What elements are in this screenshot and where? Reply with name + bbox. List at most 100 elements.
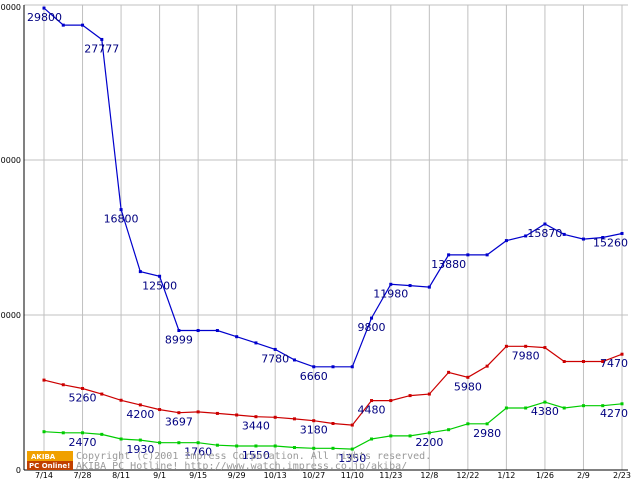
series-0-point (254, 341, 258, 345)
series-0-data-label: 12500 (142, 279, 177, 292)
series-1-data-label: 4200 (126, 408, 154, 421)
series-2-point (331, 446, 335, 450)
series-0-data-label: 15260 (593, 236, 628, 249)
series-2-point (273, 444, 277, 448)
series-0-point (312, 365, 316, 369)
series-2-point (158, 441, 162, 445)
y-tick-label: 20000 (0, 156, 21, 165)
series-0-point (138, 270, 142, 274)
x-tick-label: 2/23 (613, 471, 631, 480)
series-2-data-label: 1760 (184, 446, 212, 459)
akiba-badge-bottom (27, 461, 73, 470)
series-1-point (81, 386, 85, 390)
series-1-point (177, 411, 181, 415)
series-0-point (427, 285, 431, 289)
series-0-point (177, 329, 181, 333)
series-2-point (466, 422, 470, 426)
series-0-data-label: 7780 (261, 352, 289, 365)
series-1-point (504, 344, 508, 348)
series-2-point (81, 431, 85, 435)
series-2-point (562, 406, 566, 410)
series-2-data-label: 1550 (242, 449, 270, 462)
series-2-point (196, 441, 200, 445)
series-1-data-label: 3180 (300, 424, 328, 437)
series-1-point (370, 399, 374, 403)
series-1-point (562, 360, 566, 363)
series-1-point (196, 410, 200, 414)
series-2-point (100, 432, 104, 436)
series-0-point (42, 6, 46, 10)
series-1-data-label: 3697 (165, 416, 193, 429)
x-tick-label: 12/22 (456, 471, 479, 480)
series-0-point (601, 236, 605, 239)
series-0-point (370, 316, 374, 320)
series-2-point (524, 406, 528, 410)
series-2-point (119, 437, 123, 441)
series-2-data-label: 1930 (126, 443, 154, 456)
series-2-point (292, 446, 296, 450)
series-2-point (620, 402, 624, 406)
data-labels: 29800 27777 16800 12500 8999 7780 6660 9800 1198… (27, 11, 628, 465)
series-1-point (524, 344, 528, 348)
series-1-point (61, 383, 65, 387)
series-0-point (524, 234, 528, 238)
akiba-badge-line1: AKIBA (31, 453, 56, 461)
series-1-point (235, 413, 239, 417)
series-2-point (235, 444, 239, 448)
x-tick-label: 9/29 (228, 471, 246, 480)
series-2-data-label: 4380 (531, 405, 559, 418)
copyright-footer: AKIBA PC Online! Copyright (c)2001 Impre… (27, 451, 431, 472)
x-tick-label: 1/26 (536, 471, 554, 480)
series-1-data-label: 5260 (69, 391, 97, 404)
series-0-point (562, 232, 566, 236)
x-tick-label: 2/9 (577, 471, 590, 480)
series-0-point (331, 365, 335, 369)
copyright-text: Copyright (c)2001 Impress Corporation. A… (76, 451, 431, 462)
series-0-point (215, 329, 219, 333)
series-1-point (408, 394, 412, 398)
series-1-point (601, 360, 605, 363)
series-1-point (119, 398, 123, 402)
series-1-point (215, 411, 219, 415)
series-1-point (273, 415, 277, 419)
series-0-point (350, 365, 354, 369)
series-0-point (466, 253, 470, 257)
series-2-point (427, 431, 431, 435)
series-0-point (273, 347, 277, 351)
series-1-data-label: 7470 (600, 357, 628, 370)
series-0-point (292, 358, 296, 362)
series-2-point (254, 444, 258, 448)
series-0-data-label: 8999 (165, 334, 193, 347)
series-2-data-label: 2980 (473, 427, 501, 440)
tick-labels: 7/14 7/28 8/11 9/1 9/15 9/29 10/13 10/27 11/10 11… (0, 3, 631, 480)
x-tick-label: 9/1 (153, 471, 166, 480)
series-0-point (100, 37, 104, 41)
series-0-point (408, 284, 412, 288)
x-tick-label: 12/8 (420, 471, 438, 480)
series-1-point (485, 364, 489, 368)
x-tick-label: 8/11 (112, 471, 130, 480)
series-2-point (350, 447, 354, 451)
akiba-badge-top (27, 451, 73, 461)
x-tick-label: 7/28 (74, 471, 92, 480)
series-2-point (177, 441, 181, 445)
series-2-data-label: 1350 (338, 452, 366, 465)
series-1-point (312, 419, 316, 423)
series-1-point (581, 360, 585, 363)
series-0-point (485, 253, 489, 257)
series-2-point (215, 443, 219, 447)
series-2-point (581, 404, 585, 408)
x-tick-label: 7/14 (35, 471, 53, 480)
axes (23, 5, 628, 471)
series-1-point (254, 415, 258, 419)
series-2-point (42, 430, 46, 434)
series-1-data-label: 4480 (358, 404, 386, 417)
series-1-point (620, 352, 624, 356)
x-tick-label: 10/27 (302, 471, 325, 480)
series-1-point (543, 346, 547, 350)
series-2-point (601, 404, 605, 408)
series-0-point (504, 239, 508, 243)
series-2-point (61, 431, 65, 435)
x-tick-label: 11/10 (341, 471, 364, 480)
series-2-point (389, 434, 393, 438)
